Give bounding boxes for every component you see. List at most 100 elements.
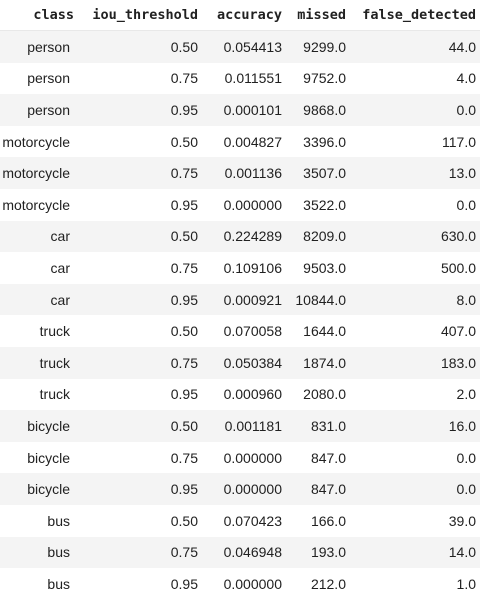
table-row: motorcycle 0.75 0.001136 3507.0 13.0 <box>0 157 480 189</box>
cell-false-detected: 13.0 <box>350 157 480 189</box>
cell-iou-threshold: 0.95 <box>78 283 202 316</box>
cell-iou-threshold: 0.95 <box>78 94 202 126</box>
cell-class: person <box>0 94 78 126</box>
cell-class: car <box>0 283 78 316</box>
cell-false-detected: 16.0 <box>350 410 480 442</box>
cell-false-detected: 407.0 <box>350 315 480 347</box>
cell-false-detected: 0.0 <box>350 188 480 221</box>
cell-false-detected: 630.0 <box>350 220 480 253</box>
cell-accuracy: 0.000101 <box>202 94 286 126</box>
column-header-class: class <box>0 0 78 31</box>
cell-iou-threshold: 0.95 <box>78 378 202 411</box>
cell-false-detected: 2.0 <box>350 378 480 411</box>
cell-class: bicycle <box>0 410 78 442</box>
cell-iou-threshold: 0.50 <box>78 220 202 253</box>
cell-accuracy: 0.050384 <box>202 346 286 379</box>
cell-class: truck <box>0 346 78 379</box>
cell-class: bicycle <box>0 473 78 505</box>
table-row: person 0.95 0.000101 9868.0 0.0 <box>0 94 480 126</box>
cell-accuracy: 0.011551 <box>202 62 286 95</box>
cell-accuracy: 0.000921 <box>202 283 286 316</box>
cell-accuracy: 0.109106 <box>202 252 286 284</box>
cell-false-detected: 0.0 <box>350 94 480 126</box>
cell-iou-threshold: 0.75 <box>78 346 202 379</box>
cell-accuracy: 0.070423 <box>202 504 286 537</box>
cell-false-detected: 39.0 <box>350 504 480 537</box>
cell-class: bus <box>0 504 78 537</box>
cell-missed: 3522.0 <box>286 188 350 221</box>
column-header-iou-threshold: iou_threshold <box>78 0 202 31</box>
cell-missed: 9299.0 <box>286 30 350 63</box>
table-row: bicycle 0.75 0.000000 847.0 0.0 <box>0 441 480 474</box>
cell-accuracy: 0.000000 <box>202 473 286 505</box>
cell-iou-threshold: 0.95 <box>78 188 202 221</box>
table-row: car 0.50 0.224289 8209.0 630.0 <box>0 220 480 253</box>
cell-false-detected: 44.0 <box>350 30 480 63</box>
cell-accuracy: 0.001181 <box>202 410 286 442</box>
table-body: person 0.50 0.054413 9299.0 44.0 person 0.75 0.… <box>0 30 480 600</box>
cell-missed: 8209.0 <box>286 220 350 253</box>
table-row: motorcycle 0.95 0.000000 3522.0 0.0 <box>0 188 480 221</box>
cell-missed: 166.0 <box>286 504 350 537</box>
cell-accuracy: 0.000960 <box>202 378 286 411</box>
cell-class: bicycle <box>0 441 78 474</box>
cell-class: bus <box>0 568 78 600</box>
cell-iou-threshold: 0.75 <box>78 62 202 95</box>
cell-accuracy: 0.046948 <box>202 536 286 569</box>
cell-false-detected: 500.0 <box>350 252 480 284</box>
table-row: bicycle 0.95 0.000000 847.0 0.0 <box>0 473 480 505</box>
cell-class: motorcycle <box>0 125 78 158</box>
cell-class: person <box>0 62 78 95</box>
cell-class: motorcycle <box>0 157 78 189</box>
cell-iou-threshold: 0.75 <box>78 157 202 189</box>
cell-iou-threshold: 0.50 <box>78 410 202 442</box>
table-row: bus 0.75 0.046948 193.0 14.0 <box>0 536 480 569</box>
cell-false-detected: 0.0 <box>350 441 480 474</box>
cell-accuracy: 0.000000 <box>202 568 286 600</box>
cell-missed: 2080.0 <box>286 378 350 411</box>
table-row: bus 0.50 0.070423 166.0 39.0 <box>0 504 480 537</box>
table-row: truck 0.95 0.000960 2080.0 2.0 <box>0 378 480 411</box>
cell-accuracy: 0.001136 <box>202 157 286 189</box>
cell-iou-threshold: 0.75 <box>78 441 202 474</box>
cell-missed: 1874.0 <box>286 346 350 379</box>
cell-class: truck <box>0 378 78 411</box>
cell-class: bus <box>0 536 78 569</box>
table-row: person 0.75 0.011551 9752.0 4.0 <box>0 62 480 95</box>
table-row: bus 0.95 0.000000 212.0 1.0 <box>0 568 480 600</box>
table-row: car 0.95 0.000921 10844.0 8.0 <box>0 283 480 316</box>
table-row: truck 0.75 0.050384 1874.0 183.0 <box>0 346 480 379</box>
cell-accuracy: 0.000000 <box>202 188 286 221</box>
cell-missed: 10844.0 <box>286 283 350 316</box>
table-row: car 0.75 0.109106 9503.0 500.0 <box>0 252 480 284</box>
cell-false-detected: 0.0 <box>350 473 480 505</box>
cell-missed: 9503.0 <box>286 252 350 284</box>
cell-missed: 212.0 <box>286 568 350 600</box>
table-row: truck 0.50 0.070058 1644.0 407.0 <box>0 315 480 347</box>
cell-missed: 3507.0 <box>286 157 350 189</box>
cell-false-detected: 183.0 <box>350 346 480 379</box>
cell-false-detected: 14.0 <box>350 536 480 569</box>
table-row: bicycle 0.50 0.001181 831.0 16.0 <box>0 410 480 442</box>
cell-iou-threshold: 0.50 <box>78 315 202 347</box>
cell-accuracy: 0.004827 <box>202 125 286 158</box>
cell-iou-threshold: 0.95 <box>78 568 202 600</box>
cell-class: person <box>0 30 78 63</box>
cell-missed: 3396.0 <box>286 125 350 158</box>
cell-false-detected: 4.0 <box>350 62 480 95</box>
table-row: motorcycle 0.50 0.004827 3396.0 117.0 <box>0 125 480 158</box>
cell-missed: 847.0 <box>286 473 350 505</box>
column-header-accuracy: accuracy <box>202 0 286 31</box>
cell-accuracy: 0.224289 <box>202 220 286 253</box>
cell-missed: 1644.0 <box>286 315 350 347</box>
table-row: person 0.50 0.054413 9299.0 44.0 <box>0 30 480 63</box>
cell-class: motorcycle <box>0 188 78 221</box>
cell-accuracy: 0.070058 <box>202 315 286 347</box>
table-header: class iou_threshold accuracy missed fals… <box>0 0 480 31</box>
cell-missed: 9868.0 <box>286 94 350 126</box>
cell-class: truck <box>0 315 78 347</box>
column-header-false-detected: false_detected <box>350 0 480 31</box>
cell-iou-threshold: 0.50 <box>78 125 202 158</box>
cell-missed: 193.0 <box>286 536 350 569</box>
